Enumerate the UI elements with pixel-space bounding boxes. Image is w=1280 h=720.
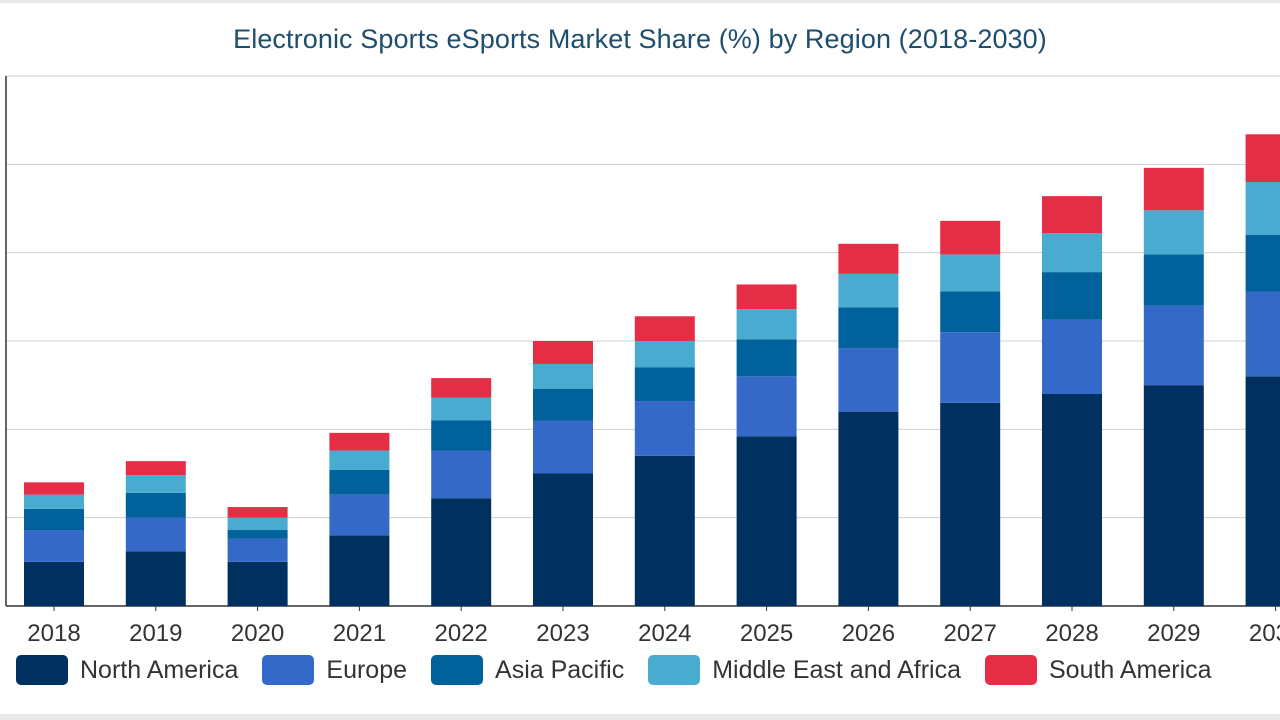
legend-label: South America bbox=[1048, 655, 1212, 684]
bar-south-america-2021 bbox=[329, 432, 390, 451]
bar-south-america-2024 bbox=[634, 316, 695, 341]
bar-europe-2028 bbox=[1042, 319, 1102, 394]
x-tick-label: 2029 bbox=[1147, 620, 1200, 647]
legend-swatch bbox=[431, 655, 484, 685]
bar-south-america-2030 bbox=[1245, 134, 1280, 182]
bar-europe-2024 bbox=[634, 401, 695, 456]
legend-item: Asia Pacific bbox=[431, 655, 624, 685]
bar-south-america-2025 bbox=[736, 284, 797, 310]
bar-middle-east-and-africa-2027 bbox=[940, 254, 1001, 292]
bar-middle-east-and-africa-2022 bbox=[431, 397, 492, 421]
x-tick-label: 2020 bbox=[231, 620, 284, 647]
chart-title: Electronic Sports eSports Market Share (… bbox=[233, 24, 1047, 54]
x-tick-label: 2026 bbox=[842, 620, 895, 647]
bar-north-america-2027 bbox=[940, 402, 1001, 606]
legend-item: Middle East and Africa bbox=[648, 655, 961, 685]
bar-middle-east-and-africa-2030 bbox=[1245, 182, 1280, 235]
bar-europe-2018 bbox=[24, 530, 84, 562]
chart-legend: North America Europe Asia Pacific Middle Ea… bbox=[16, 652, 1212, 688]
bar-asia-pacific-2024 bbox=[634, 367, 695, 402]
bar-north-america-2030 bbox=[1245, 376, 1280, 606]
bar-middle-east-and-africa-2029 bbox=[1143, 210, 1204, 255]
bar-south-america-2029 bbox=[1143, 167, 1204, 211]
x-tick-label: 2023 bbox=[536, 620, 589, 647]
bar-north-america-2028 bbox=[1042, 394, 1102, 606]
bar-north-america-2029 bbox=[1143, 385, 1204, 606]
bar-asia-pacific-2028 bbox=[1042, 272, 1102, 320]
x-tick-label: 2027 bbox=[944, 620, 997, 647]
bar-south-america-2028 bbox=[1042, 196, 1102, 234]
bar-asia-pacific-2022 bbox=[431, 420, 492, 451]
bar-asia-pacific-2030 bbox=[1245, 235, 1280, 292]
bar-europe-2025 bbox=[736, 376, 797, 437]
x-tick-label: 2018 bbox=[27, 620, 80, 647]
bar-south-america-2027 bbox=[940, 220, 1001, 255]
bar-asia-pacific-2019 bbox=[125, 492, 186, 518]
bar-europe-2022 bbox=[431, 450, 492, 499]
bar-europe-2023 bbox=[533, 420, 593, 474]
bar-middle-east-and-africa-2026 bbox=[838, 273, 899, 308]
legend-item: South America bbox=[984, 655, 1212, 685]
bar-europe-2027 bbox=[940, 332, 1001, 403]
x-tick-label: 2021 bbox=[333, 620, 386, 647]
bar-north-america-2025 bbox=[736, 436, 797, 606]
legend-label: Europe bbox=[326, 655, 408, 684]
bar-asia-pacific-2020 bbox=[227, 530, 288, 539]
x-tick-label: 2025 bbox=[740, 620, 793, 647]
bar-south-america-2019 bbox=[125, 461, 186, 476]
bar-middle-east-and-africa-2019 bbox=[125, 475, 186, 493]
bar-north-america-2020 bbox=[227, 561, 288, 606]
bar-south-america-2022 bbox=[431, 378, 492, 398]
bar-middle-east-and-africa-2020 bbox=[227, 517, 288, 531]
legend-label: Asia Pacific bbox=[495, 655, 625, 684]
bar-south-america-2026 bbox=[838, 243, 899, 274]
bar-europe-2019 bbox=[125, 517, 186, 552]
bar-middle-east-and-africa-2021 bbox=[329, 450, 390, 470]
legend-swatch bbox=[648, 655, 701, 685]
bar-north-america-2021 bbox=[329, 535, 390, 606]
bar-asia-pacific-2021 bbox=[329, 469, 390, 495]
bar-north-america-2019 bbox=[125, 551, 186, 606]
legend-swatch bbox=[16, 655, 68, 685]
bar-europe-2026 bbox=[838, 348, 899, 412]
legend-item: North America bbox=[16, 655, 238, 685]
x-tick-label: 2019 bbox=[129, 620, 182, 647]
bar-middle-east-and-africa-2028 bbox=[1042, 233, 1102, 273]
legend-label: Middle East and Africa bbox=[712, 655, 961, 684]
bar-europe-2021 bbox=[329, 494, 390, 536]
bar-middle-east-and-africa-2023 bbox=[533, 363, 593, 389]
bar-asia-pacific-2026 bbox=[838, 307, 899, 349]
bar-asia-pacific-2029 bbox=[1143, 254, 1204, 306]
bar-asia-pacific-2025 bbox=[736, 339, 797, 377]
bar-asia-pacific-2027 bbox=[940, 291, 1001, 333]
bar-north-america-2026 bbox=[838, 411, 899, 606]
bar-europe-2020 bbox=[227, 538, 288, 562]
legend-label: North America bbox=[80, 655, 239, 684]
bar-south-america-2018 bbox=[24, 482, 84, 495]
legend-swatch bbox=[984, 655, 1037, 685]
x-tick-label: 2022 bbox=[435, 620, 488, 647]
bar-north-america-2018 bbox=[24, 561, 84, 606]
bar-middle-east-and-africa-2025 bbox=[736, 309, 797, 340]
bar-asia-pacific-2023 bbox=[533, 388, 593, 421]
bar-south-america-2023 bbox=[533, 341, 593, 364]
bar-north-america-2022 bbox=[431, 498, 492, 606]
bar-europe-2030 bbox=[1245, 291, 1280, 377]
legend-swatch bbox=[262, 655, 315, 685]
x-tick-label: 2028 bbox=[1045, 620, 1098, 647]
x-tick-label: 2024 bbox=[638, 620, 691, 647]
bar-middle-east-and-africa-2018 bbox=[24, 494, 84, 509]
bar-middle-east-and-africa-2024 bbox=[634, 341, 695, 368]
bar-asia-pacific-2018 bbox=[24, 508, 84, 531]
bar-south-america-2020 bbox=[227, 507, 288, 518]
bar-europe-2029 bbox=[1143, 305, 1204, 386]
legend-item: Europe bbox=[262, 655, 407, 685]
bar-north-america-2024 bbox=[634, 455, 695, 606]
bar-north-america-2023 bbox=[533, 473, 593, 606]
x-tick-label: 2030 bbox=[1249, 620, 1280, 647]
